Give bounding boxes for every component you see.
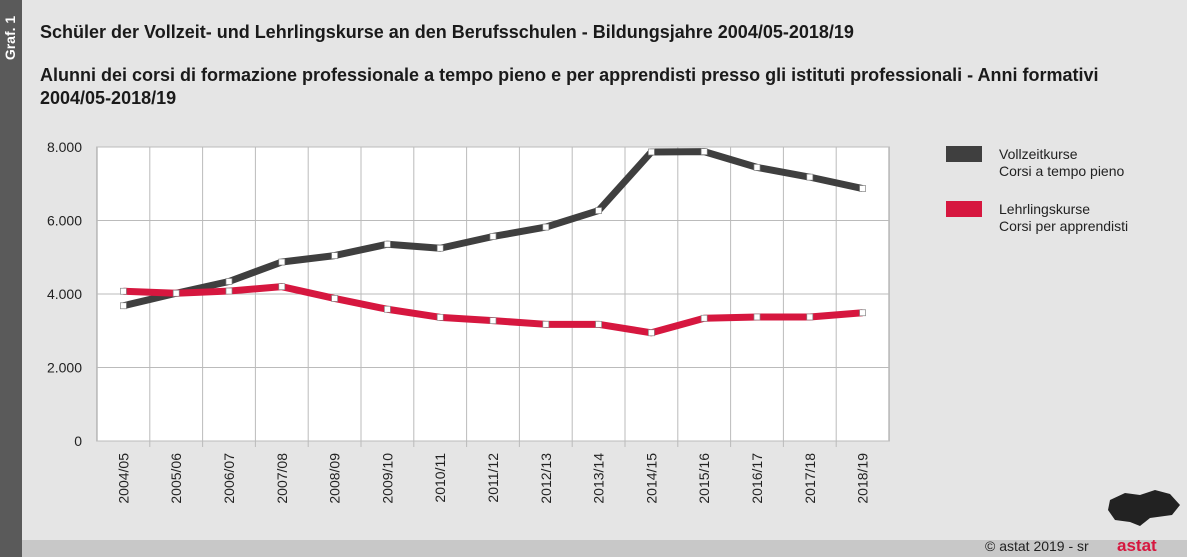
x-tick-label: 2005/06 (168, 453, 184, 504)
copyright: © astat 2019 - sr (985, 538, 1089, 554)
x-tick-label: 2011/12 (485, 453, 501, 503)
data-point (648, 148, 655, 156)
data-point (595, 320, 602, 328)
data-point (436, 313, 444, 321)
data-point (700, 148, 708, 155)
y-tick-label: 8.000 (47, 139, 82, 155)
footer-bar (22, 540, 1187, 557)
x-tick-label: 2017/18 (802, 453, 818, 504)
x-tick-label: 2004/05 (115, 453, 131, 504)
data-point (331, 295, 338, 302)
x-tick-label: 2010/11 (432, 453, 448, 503)
data-point (172, 289, 180, 297)
x-tick-label: 2013/14 (591, 453, 607, 504)
data-point (700, 314, 708, 322)
x-tick-label: 2012/13 (538, 453, 554, 504)
x-tick-label: 2015/16 (696, 453, 712, 504)
legend-label: Lehrlingskurse (999, 201, 1091, 217)
side-strip: Graf. 1 (0, 0, 22, 557)
data-point (753, 164, 761, 171)
x-tick-label: 2016/17 (749, 453, 765, 504)
title-german: Schüler der Vollzeit- und Lehrlingskurse… (40, 22, 854, 42)
x-tick-label: 2009/10 (379, 453, 395, 504)
x-tick-label: 2014/15 (643, 453, 659, 504)
data-point (806, 173, 814, 181)
data-point (859, 185, 866, 192)
x-tick-label: 2018/19 (855, 453, 871, 504)
legend-label: Corsi a tempo pieno (999, 163, 1125, 179)
data-point (859, 309, 866, 317)
y-tick-label: 2.000 (47, 360, 82, 376)
legend-swatch-vollzeit (946, 146, 982, 162)
data-point (489, 317, 497, 324)
data-point (331, 252, 338, 259)
data-point (595, 207, 602, 214)
data-point (384, 240, 391, 248)
y-tick-label: 4.000 (47, 286, 82, 302)
data-point (384, 305, 391, 313)
x-tick-label: 2008/09 (327, 453, 343, 504)
legend-label: Vollzeitkurse (999, 146, 1078, 162)
legend-vollzeit: Vollzeitkurse Corsi a tempo pieno (999, 146, 1124, 180)
data-point (278, 258, 286, 266)
title-italian: Alunni dei corsi di formazione professio… (40, 65, 1099, 108)
data-point (542, 320, 550, 328)
y-tick-label: 6.000 (47, 213, 82, 229)
data-point (120, 287, 127, 295)
legend-swatch-lehrling (946, 201, 982, 217)
legend-label: Corsi per apprendisti (999, 218, 1129, 234)
data-point (542, 223, 550, 231)
data-point (120, 302, 127, 310)
data-point (436, 244, 444, 252)
data-point (806, 313, 814, 321)
data-point (278, 283, 286, 290)
data-point (753, 313, 761, 321)
x-tick-label: 2007/08 (274, 453, 290, 504)
astat-logo: astat (1117, 536, 1157, 555)
data-point (225, 287, 233, 295)
legend-lehrling: Lehrlingskurse Corsi per apprendisti (999, 201, 1128, 235)
data-point (225, 278, 233, 285)
data-point (489, 233, 497, 240)
y-tick-label: 0 (74, 433, 82, 449)
data-point (648, 329, 655, 337)
x-tick-label: 2006/07 (221, 453, 237, 504)
